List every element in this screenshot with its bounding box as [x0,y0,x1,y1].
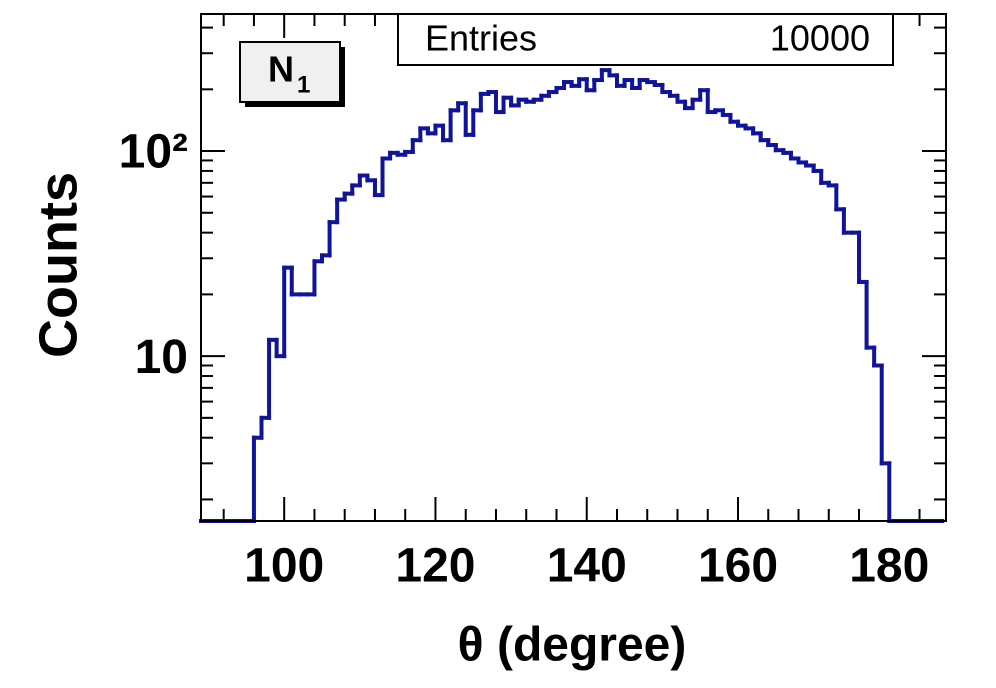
y-tick-label: 10 [135,331,188,384]
plot-area [199,14,946,523]
x-tick-label: 100 [244,540,324,593]
legend-subscript: 1 [297,71,310,98]
x-axis-title: θ (degree) [458,619,687,672]
legend-box [239,41,341,103]
x-tick-label: 140 [547,540,627,593]
x-tick-label: 160 [698,540,778,593]
stats-name: Entries [425,18,537,59]
stats-value: 10000 [770,18,870,59]
x-tick-label: 180 [849,540,929,593]
x-tick-label: 120 [395,540,475,593]
legend-label: N [268,49,294,90]
stats-box [397,13,894,66]
y-axis-title: Counts [28,172,88,358]
y-tick-label: 10² [119,126,188,179]
